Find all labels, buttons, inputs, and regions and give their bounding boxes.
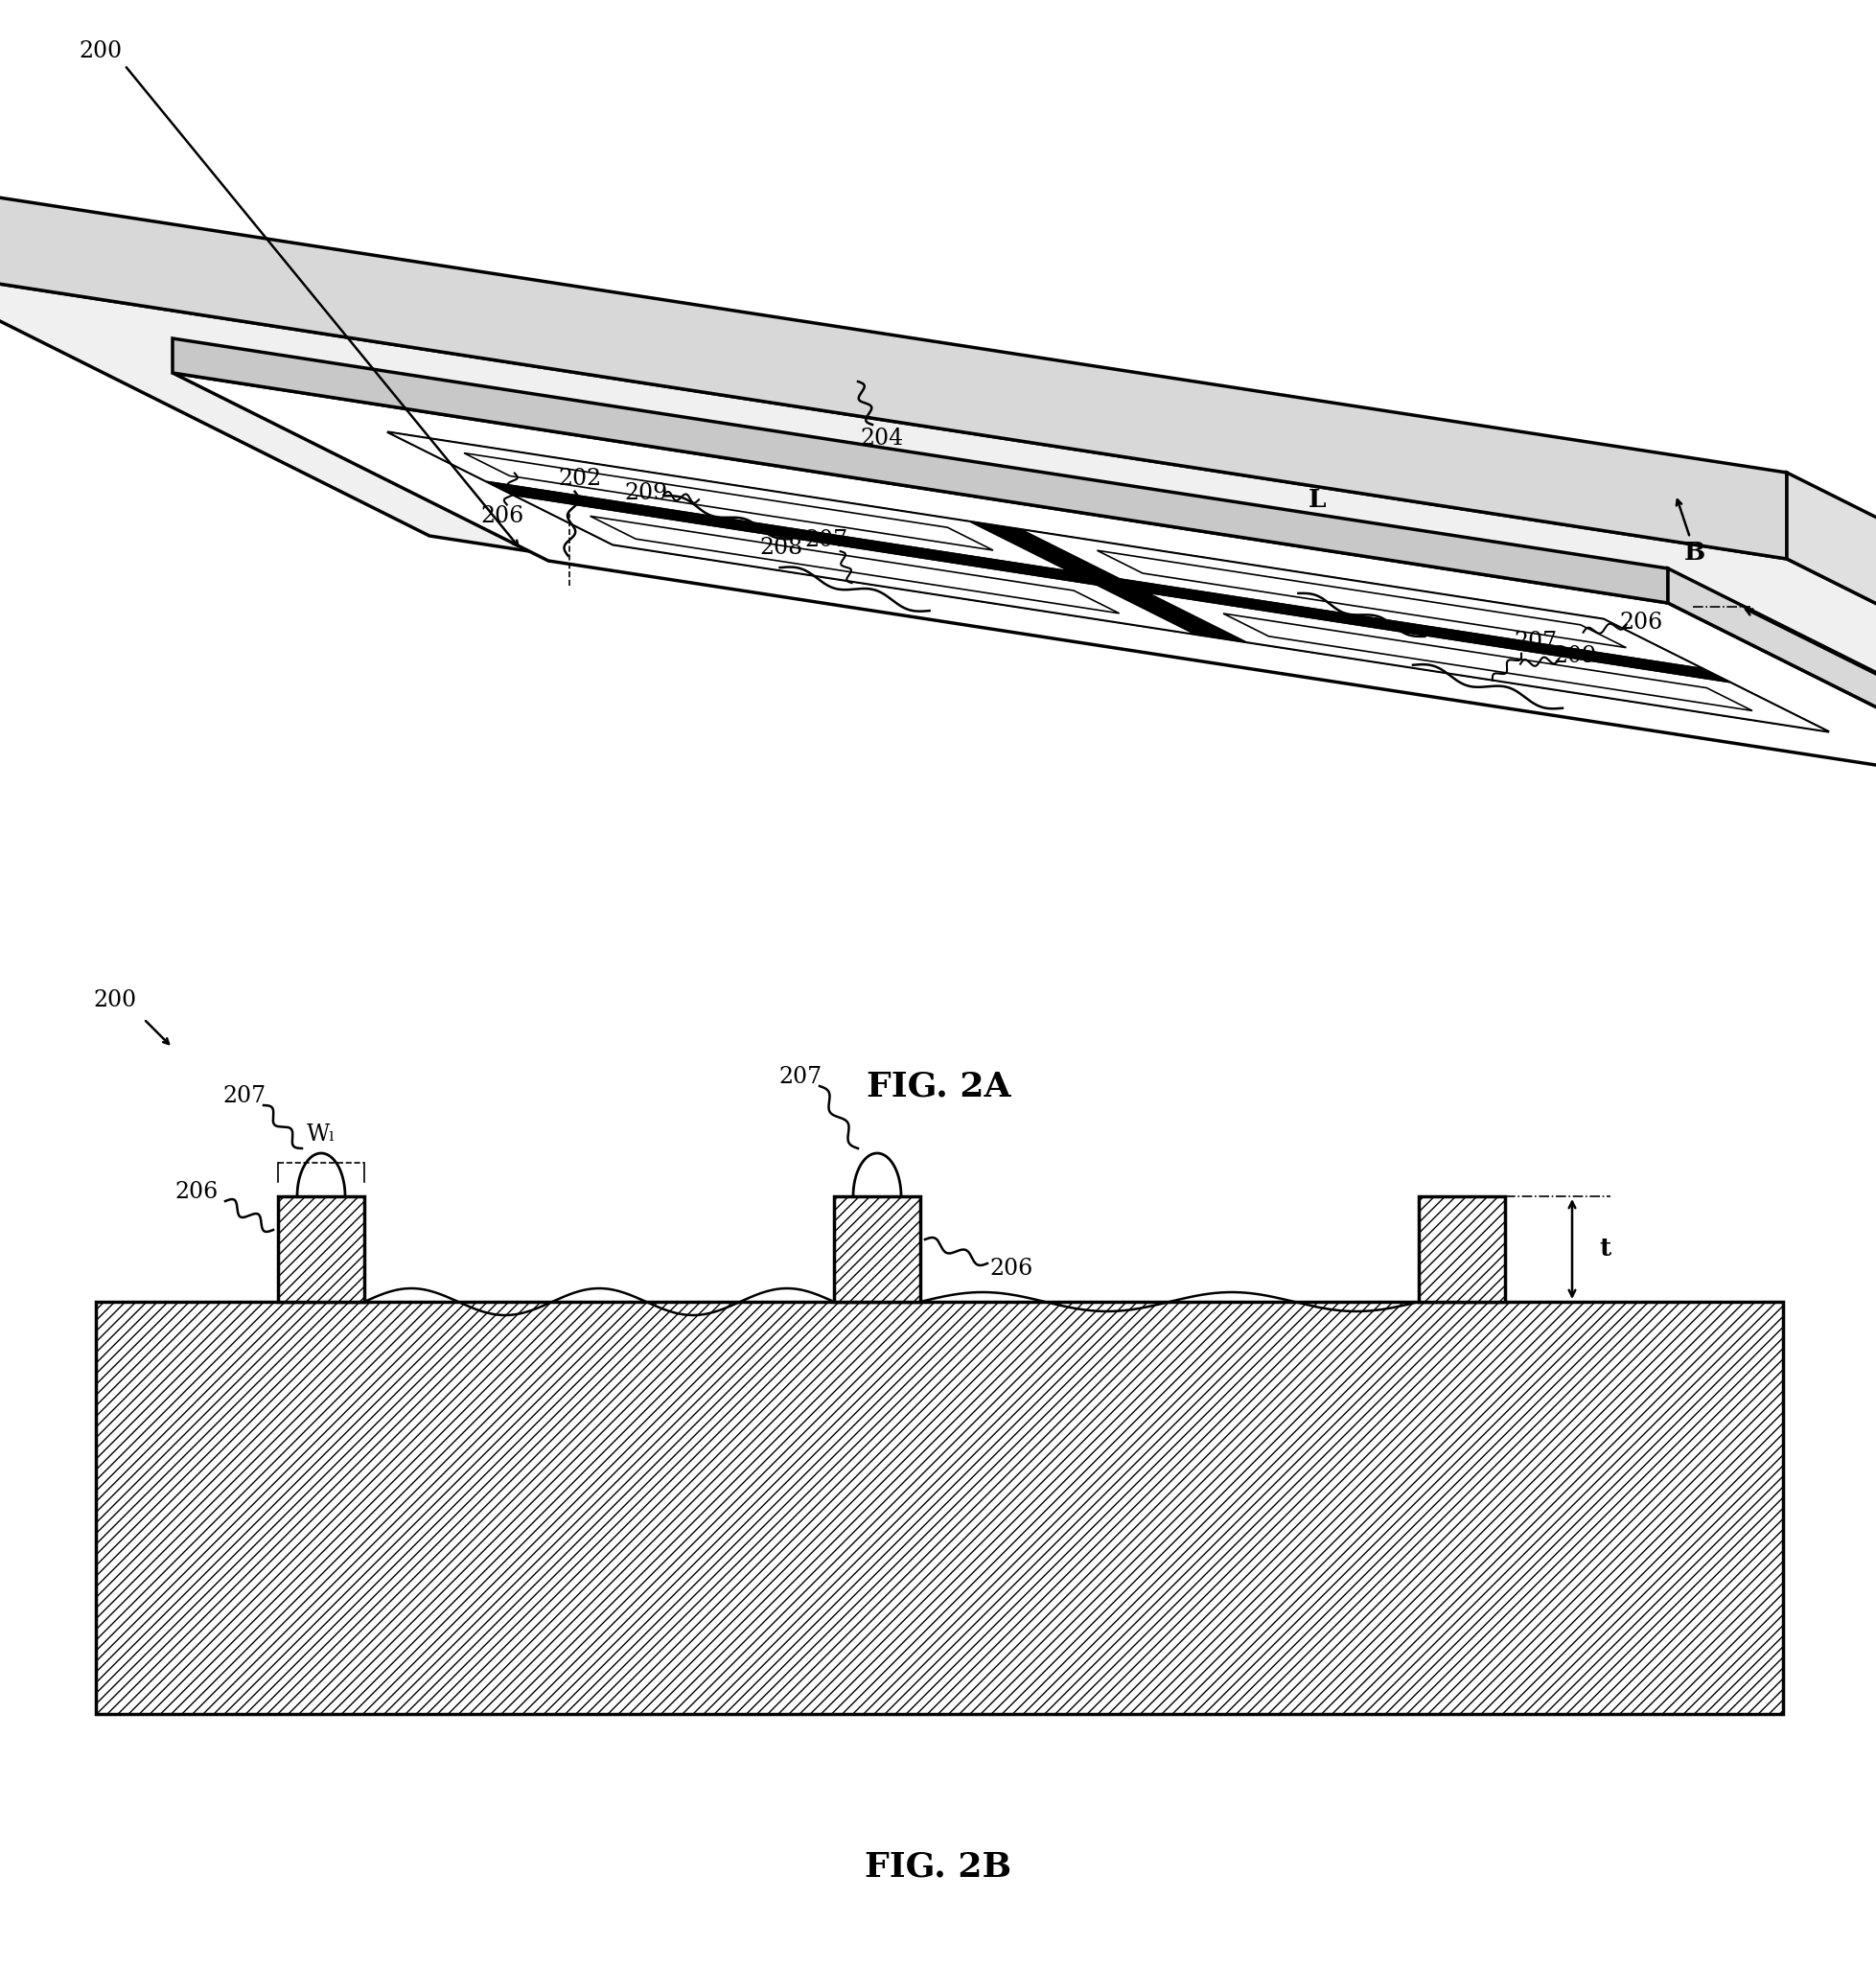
Bar [833,1197,919,1301]
Polygon shape [514,496,1195,634]
Text: 206: 206 [480,506,523,527]
Text: B: B [1683,539,1705,565]
Text: 206: 206 [174,1181,218,1202]
Polygon shape [386,431,1827,732]
Polygon shape [1146,592,1827,732]
Polygon shape [1786,472,1876,827]
Polygon shape [0,181,1786,559]
Bar [96,1301,1782,1714]
Polygon shape [173,338,1668,602]
Text: 204: 204 [859,427,902,451]
Text: FIG. 2A: FIG. 2A [867,1071,1009,1102]
Text: 206: 206 [1619,612,1662,634]
Text: 207: 207 [223,1084,266,1106]
Text: 209: 209 [625,482,668,504]
Text: 207: 207 [805,529,848,551]
Text: 200: 200 [79,39,122,61]
Text: 207: 207 [1514,632,1557,653]
Bar [278,1197,364,1301]
Text: FIG. 2B: FIG. 2B [865,1852,1011,1883]
Polygon shape [463,453,992,551]
Text: L: L [1308,488,1326,512]
Text: 206: 206 [989,1258,1032,1279]
Polygon shape [486,482,1730,683]
Text: 200: 200 [94,988,137,1012]
Polygon shape [1021,529,1702,669]
Polygon shape [970,522,1246,642]
Text: 208: 208 [758,537,803,559]
Text: 209: 209 [1553,646,1596,667]
Bar [1418,1197,1505,1301]
Text: 207: 207 [779,1065,822,1088]
Text: t: t [1598,1238,1611,1261]
Polygon shape [0,268,1876,827]
Polygon shape [386,431,1069,571]
Polygon shape [589,516,1118,614]
Polygon shape [1223,614,1752,710]
Polygon shape [173,372,1876,791]
Polygon shape [1096,551,1625,647]
Text: 202: 202 [557,468,600,490]
Text: Wₗ: Wₗ [306,1124,336,1145]
Polygon shape [1668,569,1876,791]
